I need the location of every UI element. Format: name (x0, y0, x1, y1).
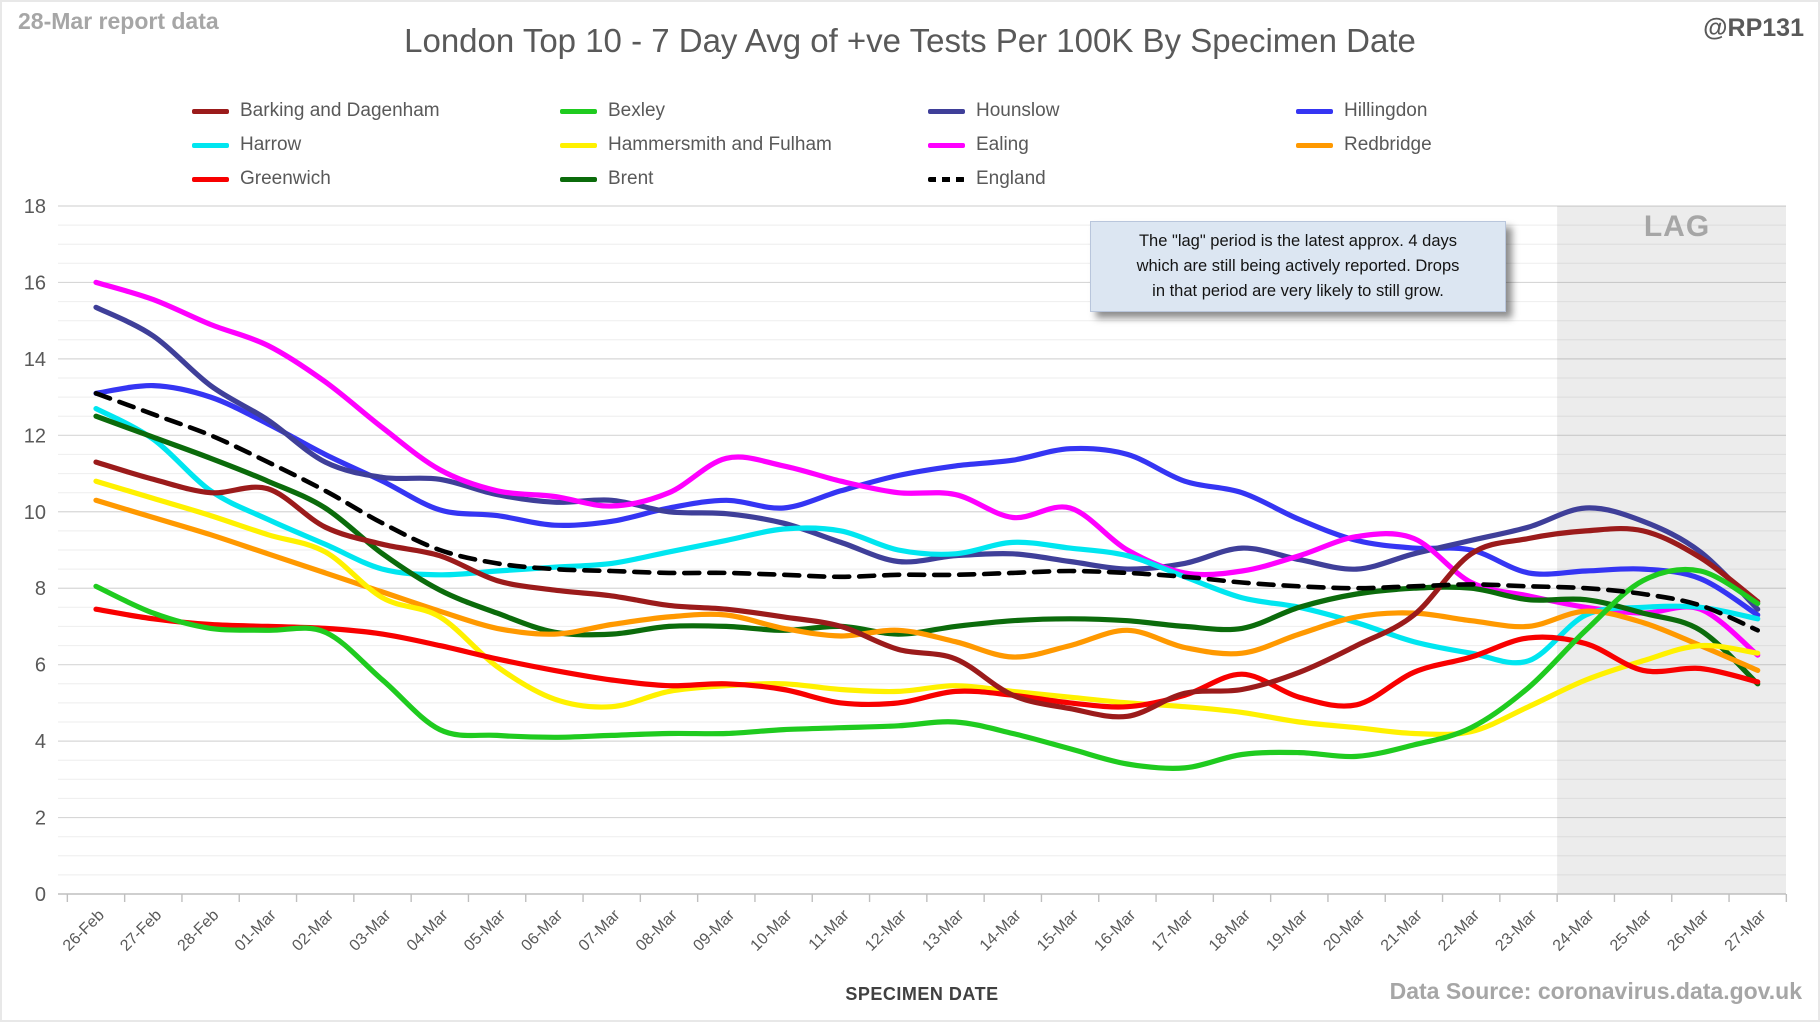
series-lines (93, 279, 1761, 772)
legend-label-redbridge: Redbridge (1344, 134, 1432, 155)
legend: Barking and Dagenham Bexley Hounslow Hillin… (0, 0, 1820, 200)
y-tick-label: 18 (24, 196, 46, 218)
y-tick-label: 0 (35, 884, 46, 906)
annotation-line-1: The "lag" period is the latest approx. 4… (1138, 232, 1458, 250)
x-tick-label: 07-Mar (576, 906, 624, 954)
x-tick-label: 02-Mar (289, 906, 337, 954)
report-date-label: 28-Mar report data (18, 8, 219, 34)
legend-swatch-redbridge (1296, 142, 1333, 148)
series-line-england (93, 391, 1760, 633)
x-axis-title: SPECIMEN DATE (845, 984, 999, 1004)
series-line-hounslow (93, 304, 1761, 612)
legend-item-bexley: Bexley (560, 100, 665, 122)
y-tick-label: 14 (24, 349, 46, 371)
legend-item-greenwich: Greenwich (192, 168, 331, 190)
legend-label-hammersmith-and-fulham: Hammersmith and Fulham (608, 134, 832, 155)
legend-swatch-hillingdon (1296, 108, 1333, 114)
y-axis-labels: 0 2 4 6 8 10 12 14 16 18 (24, 196, 46, 906)
x-tick-label: 16-Mar (1091, 906, 1139, 954)
legend-label-barking-and-dagenham: Barking and Dagenham (240, 100, 440, 121)
x-tick-label: 08-Mar (633, 906, 681, 954)
y-tick-label: 2 (35, 808, 46, 830)
x-tick-label: 12-Mar (862, 906, 910, 954)
y-tick-label: 8 (35, 578, 46, 600)
legend-label-brent: Brent (608, 168, 654, 189)
legend-label-hillingdon: Hillingdon (1344, 100, 1428, 121)
legend-item-hounslow: Hounslow (928, 100, 1059, 122)
lag-region-label: LAG (1643, 210, 1711, 243)
legend-swatch-barking-and-dagenham (192, 108, 229, 114)
x-tick-label: 26-Mar (1664, 906, 1712, 954)
legend-swatch-hammersmith-and-fulham (560, 142, 597, 148)
series-line-greenwich (93, 606, 1761, 710)
y-tick-label: 4 (35, 731, 46, 753)
x-tick-label: 19-Mar (1263, 906, 1311, 954)
legend-swatch-brent (560, 176, 597, 182)
x-axis (58, 893, 1788, 902)
x-tick-label: 18-Mar (1206, 906, 1254, 954)
x-tick-label: 20-Mar (1321, 906, 1369, 954)
legend-item-england: England (928, 168, 1046, 190)
annotation-line-3: in that period are very likely to still … (1152, 282, 1444, 301)
x-tick-label: 25-Mar (1607, 906, 1655, 954)
chart-title: London Top 10 - 7 Day Avg of +ve Tests P… (404, 22, 1416, 59)
legend-swatch-hounslow (928, 108, 965, 114)
legend-item-ealing: Ealing (928, 134, 1029, 156)
legend-label-harrow: Harrow (240, 134, 302, 155)
legend-item-barking-and-dagenham: Barking and Dagenham (192, 100, 440, 122)
legend-label-bexley: Bexley (608, 100, 666, 121)
x-tick-label: 13-Mar (919, 906, 967, 954)
legend-swatch-bexley (560, 108, 597, 114)
y-tick-label: 6 (35, 655, 46, 677)
x-tick-label: 01-Mar (232, 906, 280, 954)
x-tick-label: 21-Mar (1378, 906, 1426, 954)
legend-swatch-ealing (928, 142, 965, 148)
watermark-handle: @RP131 (1703, 14, 1804, 42)
x-tick-label: 10-Mar (748, 906, 796, 954)
series-line-hammersmith-and-fulham (93, 478, 1761, 738)
y-tick-label: 12 (24, 425, 46, 447)
legend-label-greenwich: Greenwich (240, 168, 331, 189)
legend-label-ealing: Ealing (976, 134, 1029, 155)
x-tick-label: 05-Mar (461, 906, 509, 954)
lag-annotation-box: The "lag" period is the latest approx. 4… (1090, 221, 1506, 313)
x-tick-label: 03-Mar (346, 906, 394, 954)
x-tick-label: 04-Mar (404, 906, 452, 954)
annotation-line-2: which are still being actively reported.… (1136, 257, 1460, 276)
y-tick-label: 16 (24, 272, 46, 294)
x-tick-label: 28-Feb (175, 907, 223, 955)
data-source-label: Data Source: coronavirus.data.gov.uk (1389, 978, 1802, 1004)
legend-swatch-harrow (192, 142, 229, 148)
lag-region (1557, 206, 1786, 894)
x-tick-label: 15-Mar (1034, 906, 1082, 954)
x-tick-label: 22-Mar (1435, 906, 1483, 954)
legend-item-hillingdon: Hillingdon (1296, 100, 1427, 122)
legend-label-england: England (976, 168, 1046, 189)
x-axis-labels: 26-Feb 27-Feb 28-Feb 01-Mar 02-Mar 03-Mar 04-M… (60, 906, 1770, 954)
x-tick-label: 09-Mar (690, 906, 738, 954)
x-tick-label: 27-Feb (117, 907, 165, 955)
y-tick-label: 10 (24, 502, 46, 524)
x-tick-label: 14-Mar (977, 906, 1025, 954)
x-tick-label: 26-Feb (60, 907, 108, 955)
x-tick-label: 24-Mar (1550, 906, 1598, 954)
x-tick-label: 17-Mar (1149, 906, 1197, 954)
legend-item-redbridge: Redbridge (1296, 134, 1432, 156)
x-tick-label: 06-Mar (518, 906, 566, 954)
legend-swatch-greenwich (192, 176, 229, 182)
legend-swatch-england (928, 176, 965, 182)
legend-label-hounslow: Hounslow (976, 100, 1060, 121)
legend-item-harrow: Harrow (192, 134, 301, 156)
legend-item-hammersmith-and-fulham: Hammersmith and Fulham (560, 134, 832, 156)
series-line-barking-and-dagenham (93, 459, 1761, 720)
legend-item-brent: Brent (560, 168, 653, 190)
series-line-bexley (93, 566, 1761, 772)
series-line-redbridge (93, 497, 1761, 673)
x-tick-label: 11-Mar (806, 906, 853, 953)
x-tick-label: 23-Mar (1492, 906, 1540, 954)
x-tick-label: 27-Mar (1722, 906, 1770, 954)
